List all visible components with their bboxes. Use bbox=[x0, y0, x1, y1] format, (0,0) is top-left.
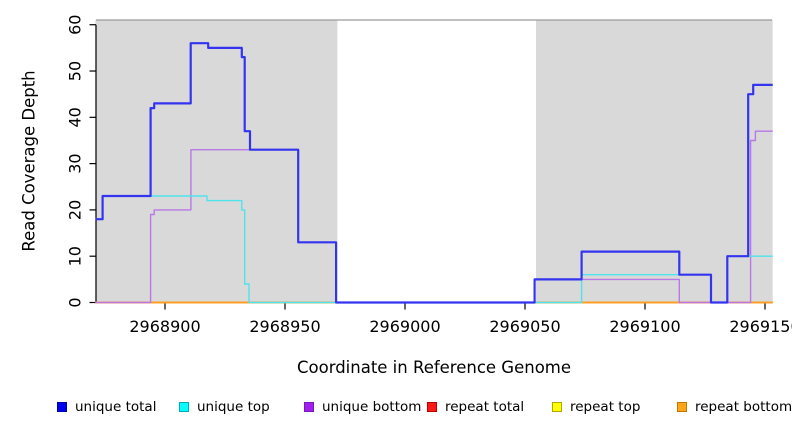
x-tick-label: 2969050 bbox=[489, 317, 560, 336]
y-tick-label: 40 bbox=[66, 107, 85, 127]
x-axis-title: Coordinate in Reference Genome bbox=[296, 358, 572, 377]
y-tick-label: 20 bbox=[66, 200, 85, 220]
series-unique-total bbox=[95, 42, 773, 304]
x-tick-label: 2969100 bbox=[609, 317, 680, 336]
x-tick-label: 2968950 bbox=[249, 317, 320, 336]
y-tick-label: 10 bbox=[66, 246, 85, 266]
shaded-region bbox=[536, 20, 773, 304]
x-tick-label: 2968900 bbox=[129, 317, 200, 336]
x-tick-label: 2969000 bbox=[369, 317, 440, 336]
shaded-region bbox=[95, 20, 338, 304]
y-tick-label: 60 bbox=[66, 15, 85, 35]
y-tick-label: 0 bbox=[66, 297, 85, 307]
y-tick-label: 30 bbox=[66, 153, 85, 173]
y-axis-title: Read Coverage Depth bbox=[19, 70, 39, 252]
x-tick-label: 2969150 bbox=[729, 317, 792, 336]
y-tick-label: 50 bbox=[66, 61, 85, 81]
